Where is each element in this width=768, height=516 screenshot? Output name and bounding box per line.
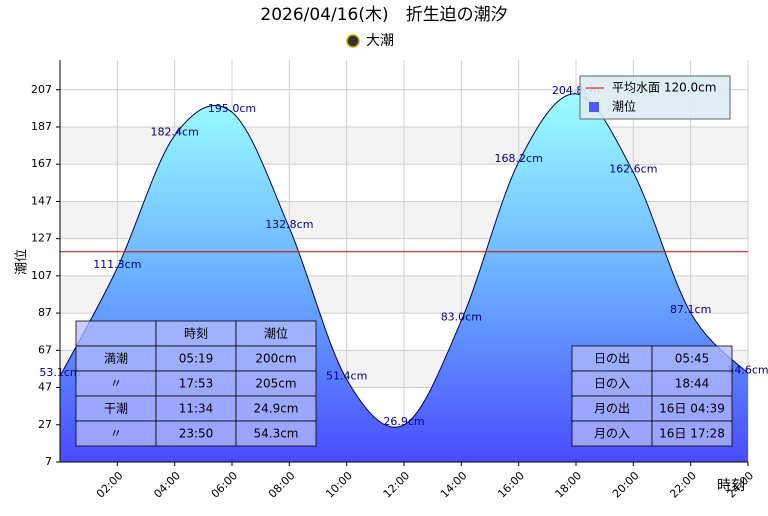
data-label: 83.0cm [441,311,482,324]
data-label: 111.3cm [93,258,141,271]
data-label: 168.2cm [495,152,543,165]
legend-swatch [589,102,599,112]
y-tick-label: 67 [38,343,52,356]
y-tick-label: 47 [38,381,52,394]
table-text: 満潮 [104,351,128,366]
moon-icon [346,34,360,48]
table-text: 24.9cm [253,402,298,416]
table-cell [651,345,733,372]
table-text: 月の入 [594,427,630,441]
legend-box [579,75,731,120]
data-label: 182.4cm [151,126,199,139]
x-axis-label: 時刻 [717,478,745,494]
table-text: 54.3cm [253,427,298,441]
data-label: 51.4cm [326,369,367,382]
data-label: 54.6cm [727,363,768,376]
table-cell [235,420,317,447]
legend-label: 潮位 [612,99,636,114]
table-text: 時刻 [184,327,208,341]
table-cell [75,420,157,447]
chart-title: 2026/04/16(木) 折生迫の潮汐 [260,5,507,25]
table-cell [235,370,317,397]
y-tick-label: 167 [31,157,52,170]
table-text: 11:34 [179,402,214,416]
table-text: 17:53 [179,377,214,391]
y-tick-label: 27 [38,418,52,431]
table-text: 日の出 [594,352,630,366]
y-tick-label: 127 [31,232,52,245]
table-text: 23:50 [179,427,214,441]
table-cell [571,395,653,422]
data-label: 162.6cm [609,162,657,175]
table-cell [75,320,157,347]
y-axis-label: 潮位 [15,249,30,275]
legend-label: 平均水面 120.0cm [612,81,716,95]
table-text: 月の出 [594,402,630,416]
y-tick-label: 207 [31,83,52,96]
table-text: 18:44 [675,377,710,391]
table-text: 205cm [255,377,296,391]
table-text: 干潮 [104,401,128,416]
table-text: 〃 [110,427,122,441]
data-label: 87.1cm [670,303,711,316]
table-text: 〃 [110,377,122,391]
table-cell [651,370,733,397]
y-tick-label: 147 [31,194,52,207]
data-label: 26.9cm [383,415,424,428]
y-tick-label: 187 [31,120,52,133]
table-cell [235,320,317,347]
table-cell [155,420,237,447]
table-text: 潮位 [264,326,288,341]
data-label: 195.0cm [208,102,256,115]
table-text: 日の入 [594,377,630,391]
table-text: 200cm [255,352,296,366]
table-cell [571,370,653,397]
y-tick-label: 7 [45,455,52,468]
data-label: 132.8cm [265,218,313,231]
table-cell [651,420,733,447]
table-text: 05:19 [179,352,214,366]
table-cell [651,395,733,422]
tide-line [59,93,749,428]
table-cell [75,345,157,372]
y-tick-label: 107 [31,269,52,282]
table-text: 05:45 [675,352,710,366]
table-text: 16日 17:28 [659,427,725,441]
y-tick-label: 87 [38,306,52,319]
table-text: 16日 04:39 [659,402,725,416]
table-cell [571,420,653,447]
table-cell [235,345,317,372]
chart-subtitle: 大潮 [366,33,394,49]
table-cell [571,345,653,372]
table-cell [155,345,237,372]
